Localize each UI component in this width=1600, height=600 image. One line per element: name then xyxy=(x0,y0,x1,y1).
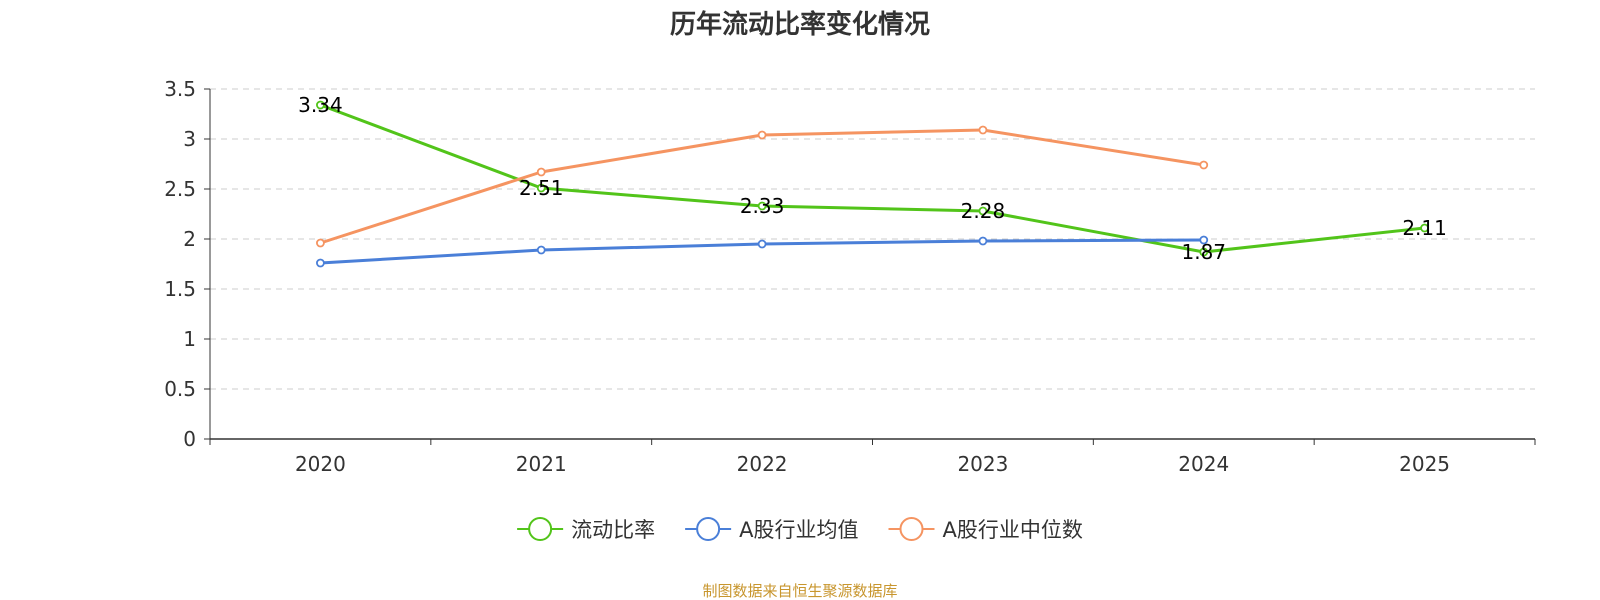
series-point-1 xyxy=(316,258,325,268)
y-tick-label: 1.5 xyxy=(164,277,196,301)
series-line-0 xyxy=(318,103,1427,254)
data-label: 2.28 xyxy=(961,199,1006,223)
y-tick-label: 2 xyxy=(183,227,196,251)
data-label: 1.87 xyxy=(1181,240,1226,264)
legend: 流动比率 A股行业均值 A股行业中位数 xyxy=(517,517,1083,542)
legend-marker xyxy=(528,517,553,541)
series-point-2 xyxy=(757,130,767,140)
y-tick-label: 0.5 xyxy=(164,377,196,401)
series-point-1 xyxy=(757,239,767,249)
y-tick-label: 3 xyxy=(183,127,196,151)
x-tick-label: 2020 xyxy=(295,452,346,476)
x-tick-label: 2025 xyxy=(1399,452,1450,476)
series-point-2 xyxy=(316,238,325,248)
series-point-1 xyxy=(978,236,988,246)
x-tick-label: 2022 xyxy=(737,452,788,476)
data-label: 3.34 xyxy=(298,93,343,117)
legend-marker xyxy=(899,517,924,541)
axes: 0 0.5 1 1.5 2 2.5 3 3.5 2020 2021 2022 2023 2024 2025 xyxy=(164,77,1536,476)
grid-lines xyxy=(210,88,1535,390)
data-label: 2.51 xyxy=(519,176,564,200)
source-note: 制图数据来自恒生聚源数据库 xyxy=(702,582,897,600)
data-label: 2.11 xyxy=(1402,216,1447,240)
series-point-0 xyxy=(978,206,988,216)
series-point-2 xyxy=(978,125,988,135)
series-point-0 xyxy=(316,100,325,110)
legend-item-0[interactable]: 流动比率 xyxy=(517,517,655,542)
series-point-2 xyxy=(1199,160,1209,170)
data-labels: 3.34 2.51 2.33 2.28 1.87 2.11 xyxy=(298,93,1447,264)
legend-label: A股行业中位数 xyxy=(943,518,1083,542)
legend-item-1[interactable]: A股行业均值 xyxy=(685,517,859,542)
y-tick-label: 3.5 xyxy=(164,77,196,101)
y-tick-label: 2.5 xyxy=(164,177,196,201)
x-tick-label: 2023 xyxy=(957,452,1008,476)
series-lines xyxy=(316,100,1429,268)
data-label: 2.33 xyxy=(740,194,785,218)
x-tick-label: 2024 xyxy=(1178,452,1229,476)
series-point-0 xyxy=(1199,247,1209,257)
y-tick-label: 1 xyxy=(183,327,196,351)
chart-title: 历年流动比率变化情况 xyxy=(670,9,930,40)
legend-label: A股行业均值 xyxy=(739,518,858,542)
legend-label: 流动比率 xyxy=(571,518,655,542)
series-point-1 xyxy=(1199,235,1209,245)
series-point-2 xyxy=(536,167,546,177)
y-tick-label: 0 xyxy=(183,427,196,451)
series-point-1 xyxy=(536,245,546,255)
legend-item-2[interactable]: A股行业中位数 xyxy=(888,517,1083,542)
x-tick-label: 2021 xyxy=(516,452,567,476)
legend-marker xyxy=(696,517,721,541)
series-point-0 xyxy=(757,201,767,211)
series-point-0 xyxy=(536,183,546,193)
series-point-0 xyxy=(1420,223,1429,233)
